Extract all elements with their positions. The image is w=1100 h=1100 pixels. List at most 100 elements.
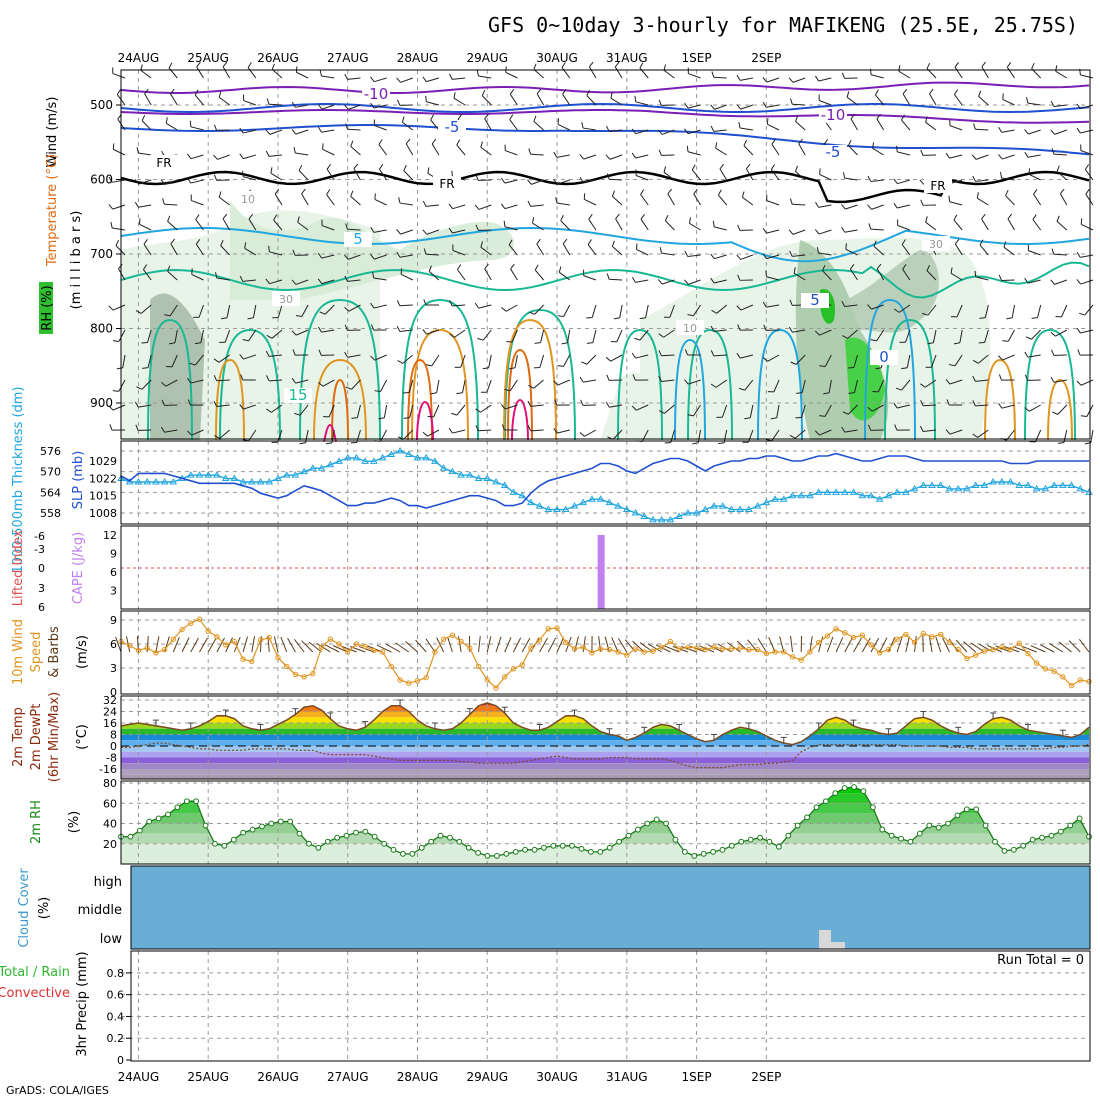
upper-wind-barb-flag bbox=[605, 154, 611, 160]
upper-wind-barb bbox=[715, 379, 728, 388]
upper-wind-barb bbox=[1085, 193, 1094, 206]
thickness-marker bbox=[858, 491, 867, 499]
thickness-marker bbox=[500, 481, 509, 488]
upper-wind-barb-flag bbox=[1031, 63, 1035, 69]
upper-wind-barb bbox=[583, 179, 597, 183]
upper-wind-barb bbox=[667, 193, 675, 206]
upper-wind-barb-flag bbox=[867, 424, 872, 431]
upper-wind-barb-flag bbox=[1024, 407, 1030, 412]
upper-wind-barb-flag bbox=[475, 174, 479, 181]
upper-wind-barb-flag bbox=[850, 113, 856, 120]
top-date-axis: 24AUG 25AUG 26AUG 27AUG 28AUG 29AUG 30AUG 31AUG… bbox=[118, 51, 782, 65]
bottom-date-axis: 24AUG 25AUG 26AUG 27AUG 28AUG 29AUG 30AUG 31AUG… bbox=[118, 1070, 782, 1084]
rh2m-marker bbox=[973, 806, 980, 813]
wind10-barb bbox=[547, 637, 557, 653]
top-date-label: 28AUG bbox=[397, 51, 439, 65]
upper-wind-barb bbox=[949, 379, 963, 385]
upper-wind-barb-flag bbox=[427, 167, 430, 174]
precip-tick: 0.4 bbox=[107, 1010, 125, 1023]
upper-wind-barb-flag bbox=[1052, 411, 1059, 415]
upper-wind-barb-flag bbox=[475, 425, 479, 431]
wind10-marker bbox=[240, 656, 246, 662]
upper-wind-barb-flag bbox=[509, 114, 514, 120]
rh2m-marker bbox=[597, 848, 604, 855]
upper-wind-barb-flag bbox=[790, 361, 797, 365]
upper-wind-barb bbox=[536, 243, 545, 256]
upper-wind-barb-flag bbox=[239, 275, 244, 282]
upper-wind-barb bbox=[295, 329, 309, 336]
upper-wind-barb bbox=[901, 119, 911, 131]
rh2m-marker bbox=[381, 840, 388, 847]
upper-wind-barb bbox=[374, 125, 387, 131]
upper-wind-barb-flag bbox=[405, 138, 411, 145]
wind10-marker bbox=[153, 650, 159, 656]
wind10-barb bbox=[155, 636, 160, 653]
upper-wind-barb-flag bbox=[449, 73, 453, 80]
upper-wind-barb bbox=[399, 202, 413, 206]
upper-wind-barb bbox=[244, 247, 257, 256]
upper-wind-barb bbox=[143, 243, 152, 256]
upper-wind-barb bbox=[191, 429, 204, 436]
upper-wind-barb bbox=[819, 173, 832, 181]
contour-lobe-teal bbox=[1024, 328, 1076, 441]
upper-wind-barb bbox=[1080, 74, 1094, 79]
upper-wind-barb-flag bbox=[688, 217, 691, 224]
upper-wind-barb bbox=[328, 404, 335, 418]
rh2m-marker bbox=[353, 829, 359, 836]
upper-wind-barb bbox=[645, 304, 649, 318]
upper-wind-barb-flag bbox=[343, 254, 349, 260]
upper-wind-barb-flag bbox=[221, 317, 228, 320]
rh2m-marker bbox=[710, 848, 716, 855]
upper-wind-barb-flag bbox=[170, 238, 176, 245]
upper-wind-barb-flag bbox=[294, 412, 301, 416]
upper-wind-barb-flag bbox=[692, 442, 699, 445]
upper-wind-barb bbox=[247, 67, 257, 79]
wind10-barb bbox=[376, 644, 392, 653]
upper-wind-barb bbox=[456, 144, 466, 156]
thickness-marker bbox=[692, 509, 701, 516]
wind10-barb bbox=[835, 637, 844, 653]
thickness-marker bbox=[997, 478, 1006, 485]
run-total-bg bbox=[975, 951, 1089, 967]
upper-wind-barb-flag bbox=[663, 64, 667, 71]
upper-wind-barb-flag bbox=[136, 386, 143, 390]
upper-wind-barb bbox=[481, 95, 492, 106]
rh2m-frame bbox=[120, 780, 1091, 865]
upper-wind-barb bbox=[923, 429, 937, 432]
wind10-marker bbox=[728, 646, 735, 652]
upper-wind-barb bbox=[1011, 304, 1016, 318]
wind10-barb bbox=[260, 635, 262, 653]
upper-wind-barb-flag bbox=[134, 401, 139, 408]
temp-band bbox=[121, 705, 1089, 712]
upper-wind-barb bbox=[138, 152, 152, 156]
upper-wind-barb-flag bbox=[112, 390, 119, 392]
upper-wind-barb bbox=[795, 354, 806, 365]
upper-wind-barb bbox=[1080, 379, 1094, 386]
upper-wind-barb-flag bbox=[736, 352, 741, 359]
upper-wind-barb-flag bbox=[798, 138, 803, 145]
upper-wind-barb bbox=[482, 329, 492, 341]
upper-wind-barb bbox=[713, 279, 727, 284]
contour-label-bg bbox=[438, 120, 466, 135]
upper-wind-barb-flag bbox=[247, 62, 252, 68]
upper-wind-barb-flag bbox=[265, 278, 270, 284]
rh2m-marker bbox=[400, 850, 406, 857]
wind10-marker bbox=[440, 636, 447, 642]
upper-wind-barb-flag bbox=[142, 367, 149, 369]
upper-wind-barb-flag bbox=[527, 400, 532, 407]
upper-wind-barb bbox=[898, 304, 911, 313]
thickness-marker bbox=[186, 471, 195, 478]
upper-wind-barb-flag bbox=[814, 330, 820, 336]
upper-wind-barb-flag bbox=[186, 153, 192, 159]
upper-wind-barb bbox=[299, 404, 309, 416]
upper-wind-barb-flag bbox=[770, 164, 775, 170]
wind10-marker bbox=[371, 647, 377, 654]
upper-wind-barb bbox=[925, 221, 937, 231]
upper-wind-barb bbox=[636, 404, 649, 411]
wind10-barb bbox=[115, 636, 122, 653]
upper-wind-barb bbox=[504, 404, 518, 410]
cape-tick: 9 bbox=[110, 548, 117, 561]
upper-wind-barb-flag bbox=[823, 392, 830, 395]
upper-wind-barb bbox=[609, 154, 623, 160]
wind10-marker bbox=[685, 644, 691, 650]
